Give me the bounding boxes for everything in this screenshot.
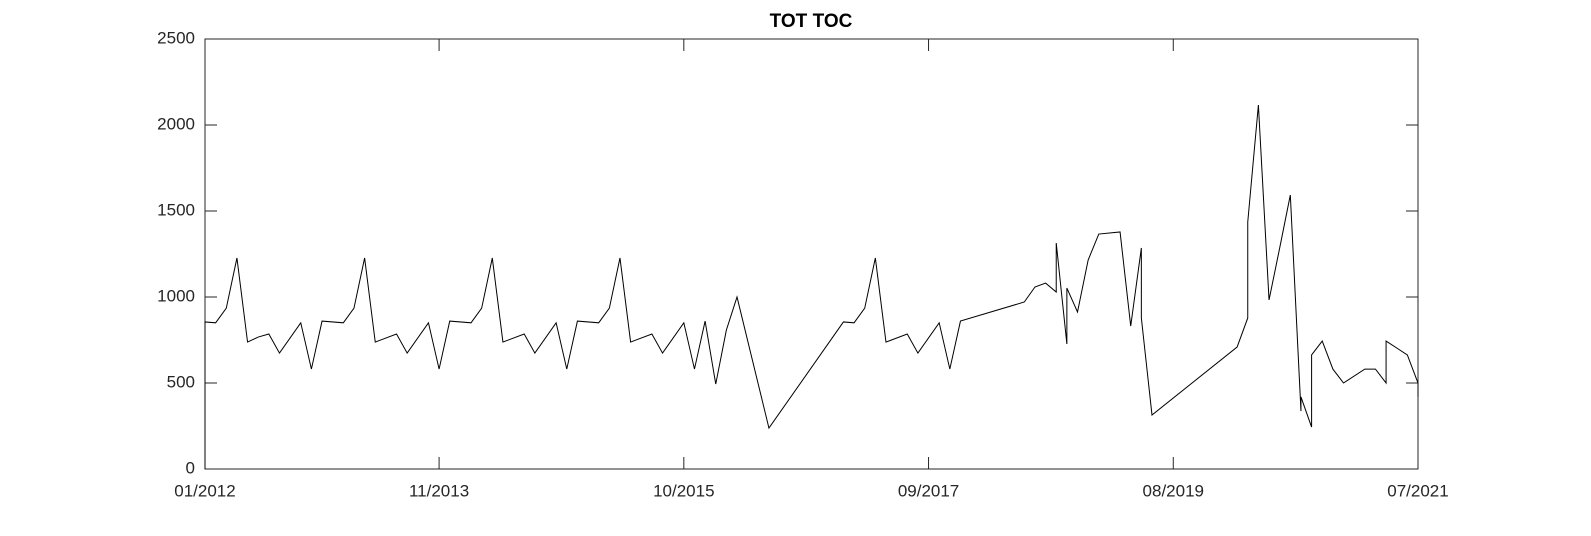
x-tick-label: 08/2019 — [1143, 481, 1204, 500]
y-tick-label: 2500 — [157, 28, 195, 47]
data-line — [204, 105, 1419, 469]
plot-box — [204, 38, 1419, 470]
x-tick-label: 10/2015 — [653, 481, 714, 500]
x-tick-label: 09/2017 — [898, 481, 959, 500]
x-tick-label: 11/2013 — [409, 481, 469, 500]
chart-title: TOT TOC — [770, 11, 853, 32]
y-tick-label: 1000 — [157, 286, 195, 305]
x-tick-label: 01/2012 — [174, 481, 235, 500]
y-tick-label: 0 — [186, 458, 195, 477]
y-tick-label: 1500 — [157, 200, 195, 219]
y-tick-label: 2000 — [157, 114, 195, 133]
x-tick-label: 07/2021 — [1387, 481, 1448, 500]
y-tick-label: 500 — [167, 372, 195, 391]
